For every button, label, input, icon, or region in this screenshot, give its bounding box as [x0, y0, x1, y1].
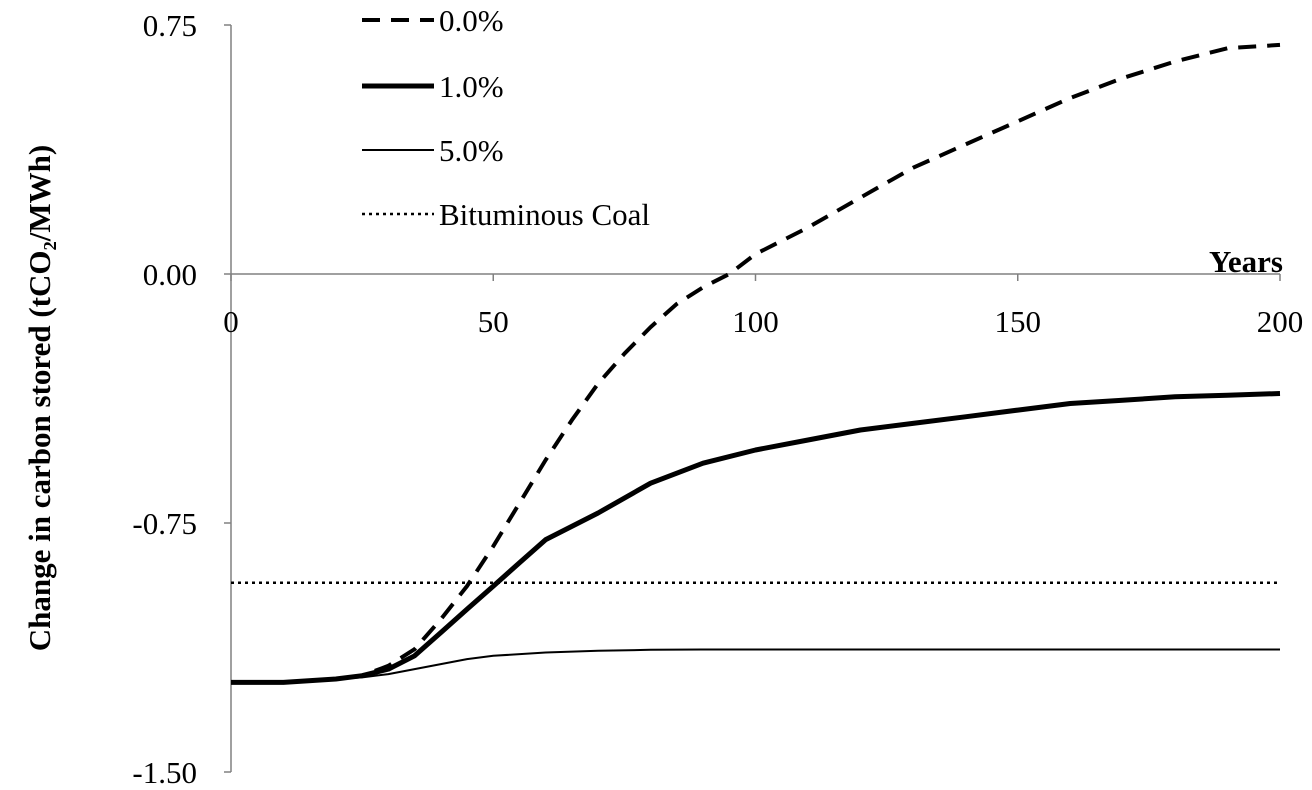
y-tick-label: 0.75	[143, 8, 197, 43]
y-tick-label: -1.50	[132, 755, 197, 790]
x-axis-title: Years	[1209, 244, 1283, 279]
x-tick-label: 50	[478, 304, 509, 339]
legend-label-1: 1.0%	[439, 69, 504, 104]
y-ticks: 0.75 0.00 -0.75 -1.50	[132, 8, 231, 790]
x-ticks: 0 50 100 150 200	[223, 274, 1303, 339]
y-axis-title: Change in carbon stored (tCO₂/MWh)	[22, 145, 57, 651]
series-line-0	[231, 42, 1281, 685]
legend-label-3: Bituminous Coal	[439, 197, 650, 232]
y-tick-label: -0.75	[132, 506, 197, 541]
legend: 0.0% 1.0% 5.0% Bituminous Coal	[362, 3, 650, 232]
y-tick-label: 0.00	[143, 257, 197, 292]
x-tick-label: 0	[223, 304, 239, 339]
series-line-2	[231, 648, 1280, 684]
series-layer	[231, 42, 1281, 685]
series-line-1	[231, 391, 1281, 685]
legend-label-0: 0.0%	[439, 3, 504, 38]
x-tick-label: 200	[1257, 304, 1304, 339]
legend-label-2: 5.0%	[439, 133, 504, 168]
x-tick-label: 150	[995, 304, 1042, 339]
x-tick-label: 100	[732, 304, 779, 339]
